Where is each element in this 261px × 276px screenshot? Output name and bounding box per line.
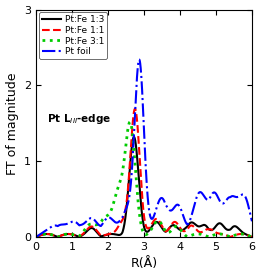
Pt:Fe 3:1: [128, 120, 132, 124]
Line: Pt:Fe 3:1: Pt:Fe 3:1: [36, 122, 252, 237]
Pt foil: [59, 223, 62, 226]
Pt:Fe 1:3: [117, 233, 120, 237]
Pt:Fe 3:1: [117, 184, 120, 187]
Pt:Fe 1:3: [246, 233, 249, 237]
Line: Pt:Fe 1:3: Pt:Fe 1:3: [36, 137, 252, 237]
Pt:Fe 1:1: [117, 224, 120, 227]
Pt foil: [34, 235, 38, 239]
Y-axis label: FT of magnitude: FT of magnitude: [5, 72, 19, 174]
Pt:Fe 1:1: [250, 235, 253, 239]
Pt:Fe 1:3: [132, 135, 135, 139]
Legend: Pt:Fe 1:3, Pt:Fe 1:1, Pt:Fe 3:1, Pt foil: Pt:Fe 1:3, Pt:Fe 1:1, Pt:Fe 3:1, Pt foil: [39, 12, 107, 59]
Pt:Fe 1:1: [127, 184, 130, 187]
Pt:Fe 1:3: [34, 235, 38, 239]
Pt:Fe 1:1: [133, 107, 137, 110]
Pt:Fe 1:3: [59, 234, 62, 237]
Pt:Fe 3:1: [246, 234, 249, 237]
Pt:Fe 1:3: [250, 235, 253, 239]
X-axis label: R(Å): R(Å): [130, 258, 158, 270]
Pt:Fe 1:3: [127, 187, 130, 190]
Pt:Fe 3:1: [72, 233, 75, 236]
Pt foil: [117, 220, 120, 223]
Pt:Fe 1:1: [72, 233, 75, 237]
Pt:Fe 3:1: [250, 235, 253, 239]
Pt:Fe 3:1: [59, 234, 62, 237]
Pt foil: [138, 58, 141, 61]
Pt foil: [246, 202, 249, 205]
Pt:Fe 1:3: [72, 233, 75, 237]
Pt:Fe 1:3: [223, 226, 226, 229]
Pt:Fe 3:1: [34, 235, 38, 239]
Pt foil: [250, 220, 253, 223]
Pt:Fe 1:1: [34, 235, 38, 239]
Pt:Fe 1:1: [246, 234, 249, 237]
Pt foil: [223, 201, 226, 204]
Text: Pt L$_{III}$-edge: Pt L$_{III}$-edge: [47, 112, 111, 126]
Line: Pt:Fe 1:1: Pt:Fe 1:1: [36, 109, 252, 237]
Line: Pt foil: Pt foil: [36, 60, 252, 237]
Pt:Fe 3:1: [127, 125, 130, 129]
Pt:Fe 1:1: [223, 233, 226, 237]
Pt:Fe 3:1: [223, 233, 226, 237]
Pt foil: [72, 220, 75, 223]
Pt:Fe 1:1: [59, 234, 62, 237]
Pt foil: [127, 201, 130, 204]
